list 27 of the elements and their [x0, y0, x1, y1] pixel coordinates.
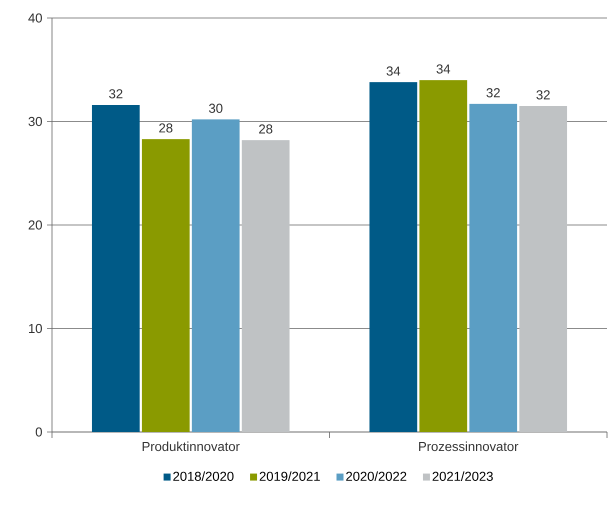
legend-label: 2021/2023 [432, 471, 493, 481]
bar [192, 119, 240, 432]
data-label: 30 [209, 104, 222, 113]
bar [142, 139, 190, 432]
data-label: 34 [386, 66, 400, 76]
y-tick-label: 40 [28, 13, 42, 23]
x-tick-label: Produktinnovator [142, 442, 240, 452]
bar [519, 106, 568, 432]
y-tick-label: 10 [28, 324, 42, 334]
bar [92, 104, 140, 432]
y-tick-label: 30 [28, 116, 42, 126]
y-tick-label: 20 [28, 220, 42, 230]
bar [369, 82, 418, 432]
data-label: 32 [486, 88, 500, 98]
legend-label: 2019/2021 [260, 471, 320, 481]
data-label: 32 [536, 90, 550, 100]
data-label: 28 [259, 124, 272, 134]
data-label: 34 [436, 64, 450, 74]
y-tick-label: 0 [36, 427, 42, 437]
data-label: 32 [109, 89, 122, 98]
data-label: 28 [159, 123, 172, 133]
bar [469, 104, 518, 432]
legend-label: 2020/2022 [346, 471, 406, 481]
bar [419, 80, 468, 432]
bar [242, 140, 290, 432]
x-tick-label: Prozessinnovator [419, 442, 518, 452]
legend-label: 2018/2020 [173, 471, 234, 481]
